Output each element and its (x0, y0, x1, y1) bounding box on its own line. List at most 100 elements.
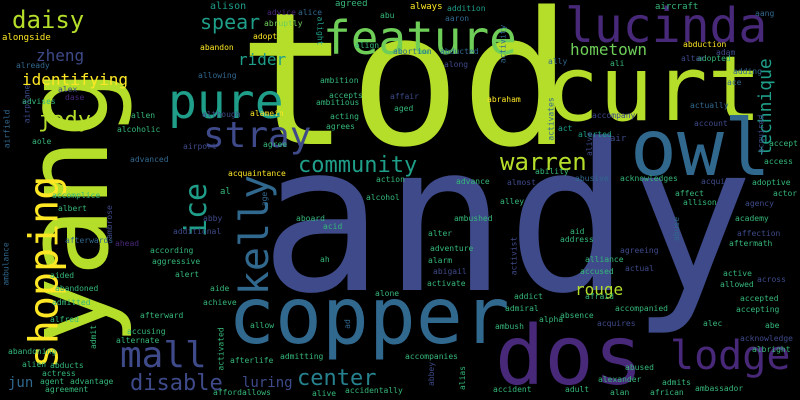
word-advanced: advanced (130, 155, 169, 164)
word-alien: alien (22, 360, 47, 369)
word-absence: absence (560, 311, 594, 320)
word-stray: stray (203, 115, 312, 156)
word-alert: alert (175, 270, 200, 279)
word-affection: affection (737, 229, 781, 238)
word-aang: aang (755, 9, 775, 18)
word-dos: dos (495, 309, 644, 400)
word-warren: warren (500, 148, 587, 176)
word-zheng: zheng (36, 46, 85, 65)
word-along: along (444, 60, 469, 69)
word-agent: agent (40, 377, 65, 386)
word-allows: allows (242, 388, 271, 397)
word-alias: alias (458, 365, 468, 391)
word-alerted: alerted (578, 130, 612, 139)
word-advance: advance (456, 177, 490, 186)
word-accompanied: accompanied (615, 304, 668, 313)
word-accepted: accepted (740, 294, 779, 303)
word-abused: abused (625, 363, 654, 372)
word-actress: actress (42, 369, 76, 378)
word-disable: disable (130, 371, 223, 396)
word-afraid: afraid (585, 292, 614, 301)
word-alliance: alliance (585, 255, 624, 264)
word-access: access (764, 157, 793, 166)
word-ability: ability (535, 167, 569, 176)
word-agreed: agreed (335, 0, 368, 9)
word-center: center (297, 366, 377, 391)
word-alter: alter (428, 229, 453, 238)
word-abraham: abraham (487, 95, 521, 104)
word-activity: activity (498, 24, 508, 64)
word-abandon: abandon (200, 43, 234, 52)
word-accusing: accusing (127, 327, 166, 336)
word-alexander: alexander (598, 375, 642, 384)
word-academy: academy (735, 214, 769, 223)
word-activate: activate (427, 279, 466, 288)
word-already: already (16, 61, 50, 70)
word-acquire: acquire (701, 177, 735, 186)
word-alison: alison (210, 1, 247, 12)
word-accidentally: accidentally (345, 386, 403, 395)
word-alternate: alternate (116, 336, 160, 345)
word-acid: acid (323, 222, 343, 231)
word-daisy: daisy (12, 6, 85, 34)
word-accepting: accepting (736, 305, 780, 314)
word-afterwards: afterwards (65, 236, 114, 245)
word-addition: addition (447, 4, 486, 13)
word-dase: dase (65, 93, 85, 102)
word-adam: adam (716, 48, 736, 57)
word-act: act (558, 124, 573, 133)
word-activist: activist (509, 236, 519, 276)
word-albert: albert (58, 204, 87, 213)
word-ambushed: ambushed (454, 214, 493, 223)
word-across: across (757, 275, 786, 284)
word-ah: ah (320, 255, 330, 264)
word-aole: aole (32, 137, 52, 146)
word-active: active (723, 269, 752, 278)
word-andy: andy (260, 101, 754, 339)
word-alive-2: alive (585, 131, 595, 157)
word-abuse: abuse (672, 216, 682, 242)
word-mall: mall (120, 335, 207, 376)
word-afterward: afterward (140, 311, 184, 320)
word-feature: feature (323, 11, 517, 65)
word-allowing: allowing (198, 71, 237, 80)
word-abruptly: abruptly (264, 19, 303, 28)
word-alan: alan (610, 388, 630, 397)
word-aid: aid (570, 227, 585, 236)
word-rider: rider (238, 50, 287, 69)
word-agree: agree (263, 140, 288, 149)
word-acquaintance: acquaintance (228, 169, 286, 178)
word-aggressive: aggressive (152, 257, 201, 266)
word-addict: addict (514, 292, 543, 301)
word-ace: ace (727, 78, 742, 87)
word-alongside: alongside (2, 33, 51, 43)
word-always: always (410, 2, 443, 12)
word-abortion: abortion (393, 47, 432, 56)
word-abe: abe (765, 321, 780, 330)
word-afterlife: afterlife (230, 356, 274, 365)
word-afford: afford (213, 388, 242, 397)
word-alive: alive (312, 389, 337, 398)
word-abbey: abbey (427, 361, 437, 387)
word-allen: allen (131, 111, 156, 120)
word-admiral: admiral (505, 304, 539, 313)
word-admit: admit (89, 324, 99, 350)
word-abandoned: abandoned (55, 284, 99, 293)
word-actor: actor (773, 189, 798, 198)
word-curt: curt (545, 37, 762, 142)
word-affair: affair (390, 92, 419, 101)
word-agency: agency (745, 199, 774, 208)
word-acknowledge: acknowledge (740, 334, 793, 343)
word-actual: actual (625, 264, 654, 273)
word-abigail: abigail (433, 267, 467, 276)
word-advises: advises (22, 97, 56, 106)
word-according: according (150, 246, 194, 255)
word-align: align (355, 41, 380, 50)
word-abusive: abusive (575, 174, 609, 183)
word-advantage: advantage (70, 377, 114, 386)
word-aaron: aaron (445, 14, 470, 23)
word-al: al (220, 187, 231, 197)
word-allow: allow (250, 321, 275, 330)
word-additional: additional (173, 227, 222, 236)
